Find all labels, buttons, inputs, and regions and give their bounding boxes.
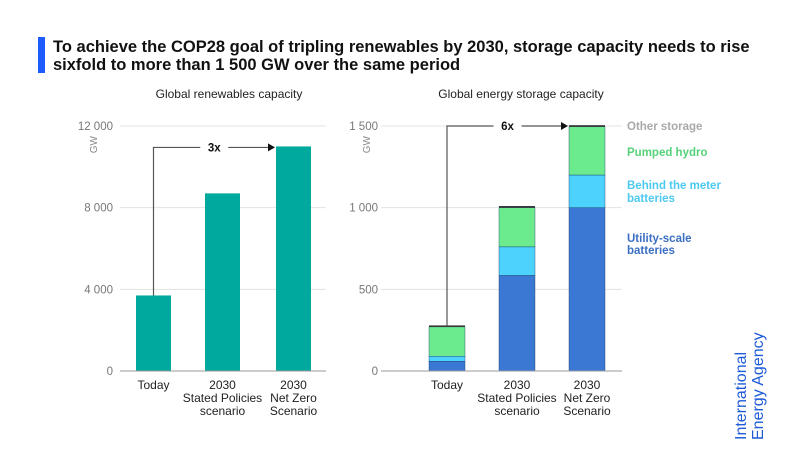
legend-utility-scale-batteries: batteries xyxy=(627,245,675,257)
renewables-x-tick-label: Net Zero xyxy=(270,391,317,405)
storage-bar-behind-the-meter-batteries xyxy=(498,246,536,276)
renewables-bar xyxy=(276,146,311,371)
renewables-y-tick-label: 4 000 xyxy=(84,284,113,296)
renewables-y-axis-label: GW xyxy=(89,135,100,153)
storage-y-tick-label: 0 xyxy=(372,366,378,378)
storage-bar-other-storage xyxy=(499,206,535,208)
storage-bar-behind-the-meter-batteries xyxy=(568,174,606,208)
legend-behind-the-meter-batteries: batteries xyxy=(627,193,675,205)
storage-x-tick-label: 2030 xyxy=(574,378,601,392)
legend-utility-scale-batteries: Utility-scale xyxy=(627,233,692,245)
renewables-x-tick-label: Today xyxy=(137,378,169,392)
storage-bar-behind-the-meter-batteries xyxy=(428,356,466,362)
storage-bar-utility-scale-batteries xyxy=(498,275,536,372)
renewables-y-tick-label: 12 000 xyxy=(78,121,113,133)
storage-bar-pumped-hydro xyxy=(428,326,466,357)
storage-y-tick-label: 1 500 xyxy=(349,121,378,133)
renewables-growth-label-bg xyxy=(200,140,229,155)
renewables-growth-arrow-head xyxy=(268,143,275,152)
storage-y-axis-label: GW xyxy=(362,135,373,153)
renewables-bar xyxy=(205,193,240,371)
storage-bar-pumped-hydro xyxy=(568,126,606,176)
renewables-x-tick-label: scenario xyxy=(200,404,246,418)
title-accent-bar xyxy=(38,37,45,73)
renewables-growth-label: 3x xyxy=(208,142,221,154)
renewables-y-tick-label: 0 xyxy=(107,366,113,378)
storage-x-tick-label: Stated Policies xyxy=(477,391,556,405)
renewables-bar xyxy=(136,295,171,371)
legend-pumped-hydro: Pumped hydro xyxy=(627,147,708,159)
storage-x-tick-label: Today xyxy=(431,378,463,392)
iea-logo: International Energy Agency xyxy=(733,332,767,440)
logo-line-1: International xyxy=(733,351,750,440)
renewables-x-tick-label: Stated Policies xyxy=(183,391,262,405)
storage-x-tick-label: Net Zero xyxy=(564,391,611,405)
renewables-x-tick-label: Scenario xyxy=(270,404,318,418)
renewables-chart-title: Global renewables capacity xyxy=(156,87,303,101)
storage-bar-other-storage xyxy=(569,125,605,127)
storage-y-tick-label: 500 xyxy=(359,284,378,296)
storage-growth-label-bg xyxy=(493,119,522,133)
renewables-x-tick-label: 2030 xyxy=(280,378,307,392)
storage-y-tick-label: 1 000 xyxy=(349,203,378,215)
storage-x-tick-label: scenario xyxy=(494,404,540,418)
storage-chart-title: Global energy storage capacity xyxy=(438,87,603,101)
storage-bar-utility-scale-batteries xyxy=(568,207,606,372)
legend-other-storage: Other storage xyxy=(627,121,702,133)
storage-x-tick-label: 2030 xyxy=(504,378,531,392)
storage-x-tick-label: Scenario xyxy=(563,404,611,418)
renewables-growth-arrow-line xyxy=(152,146,269,296)
logo-line-2: Energy Agency xyxy=(750,332,767,440)
storage-growth-label: 6x xyxy=(501,121,514,133)
legend-behind-the-meter-batteries: Behind the meter xyxy=(627,180,721,192)
renewables-x-tick-label: 2030 xyxy=(209,378,236,392)
storage-growth-arrow-line xyxy=(446,125,562,327)
storage-bar-utility-scale-batteries xyxy=(428,361,466,372)
storage-growth-arrow-head xyxy=(561,122,568,130)
renewables-y-tick-label: 8 000 xyxy=(84,203,113,215)
storage-bar-other-storage xyxy=(429,325,465,327)
page-title: To achieve the COP28 goal of tripling re… xyxy=(53,38,750,74)
storage-bar-pumped-hydro xyxy=(498,207,536,248)
